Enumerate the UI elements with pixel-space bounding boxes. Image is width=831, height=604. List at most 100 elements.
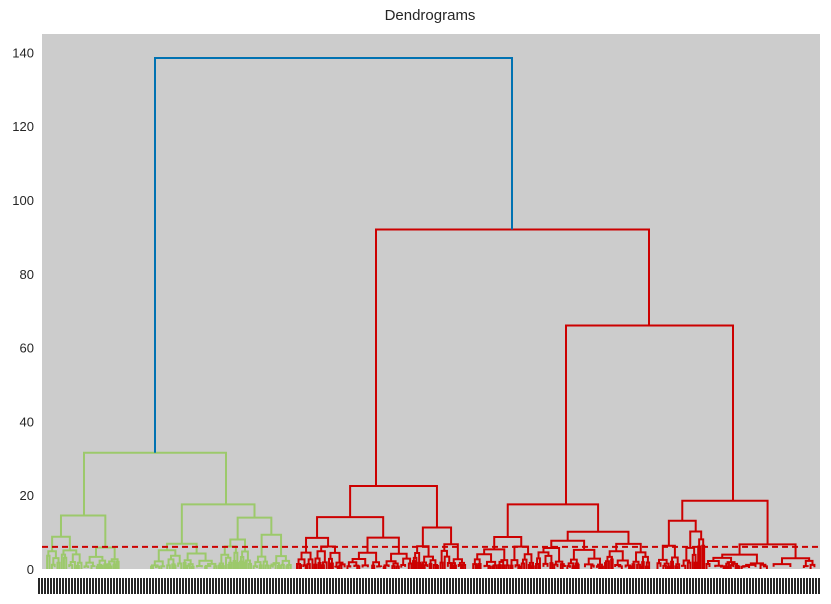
x-leaf-label <box>632 578 634 594</box>
x-leaf-label <box>545 578 547 594</box>
dendrogram-link <box>83 451 227 516</box>
x-leaf-label <box>272 578 274 594</box>
x-leaf-label <box>707 578 709 594</box>
dendrogram-link <box>742 565 751 568</box>
dendrogram-link <box>412 556 418 569</box>
dendrogram-link <box>357 551 378 563</box>
x-leaf-label <box>557 578 559 594</box>
dendrogram-link <box>177 562 183 569</box>
x-leaf-label <box>578 578 580 594</box>
dendrogram-link <box>439 561 444 569</box>
dendrogram-link <box>227 563 232 569</box>
x-leaf-label <box>284 578 286 594</box>
x-leaf-label <box>137 578 139 594</box>
y-tick-label: 80 <box>20 267 34 282</box>
dendrogram-link <box>183 559 192 565</box>
x-leaf-label <box>398 578 400 594</box>
x-leaf-label <box>722 578 724 594</box>
x-leaf-label <box>410 578 412 594</box>
x-leaf-label <box>554 578 556 594</box>
x-leaf-label <box>188 578 190 594</box>
x-leaf-label <box>161 578 163 594</box>
x-leaf-label <box>743 578 745 594</box>
x-leaf-label <box>209 578 211 594</box>
dendrogram-link <box>590 564 595 569</box>
dendrogram-link <box>772 563 792 567</box>
x-leaf-label <box>164 578 166 594</box>
dendrogram-link <box>106 563 112 569</box>
x-leaf-label <box>230 578 232 594</box>
x-leaf-label <box>185 578 187 594</box>
x-leaf-label <box>395 578 397 594</box>
dendrogram-link <box>204 565 208 569</box>
dendrogram-link <box>656 562 662 569</box>
dendrogram-link <box>213 565 218 569</box>
x-leaf-label <box>737 578 739 594</box>
x-leaf-label <box>635 578 637 594</box>
dendrogram-link <box>631 563 636 569</box>
x-leaf-label <box>296 578 298 594</box>
dendrogram-link <box>701 544 706 569</box>
x-leaf-label <box>431 578 433 594</box>
x-leaf-label <box>794 578 796 594</box>
x-leaf-label <box>143 578 145 594</box>
x-leaf-label <box>416 578 418 594</box>
x-leaf-label <box>716 578 718 594</box>
y-tick-label: 20 <box>20 488 34 503</box>
dendrogram-link <box>356 565 361 569</box>
dendrogram-link <box>169 554 181 564</box>
dendrogram-link <box>614 563 622 568</box>
dendrogram-link <box>103 563 108 569</box>
x-leaf-label <box>275 578 277 594</box>
dendrogram-link <box>417 561 422 569</box>
x-leaf-label <box>755 578 757 594</box>
x-leaf-label <box>470 578 472 594</box>
x-leaf-label <box>773 578 775 594</box>
x-leaf-label <box>551 578 553 594</box>
y-tick-label: 140 <box>12 45 34 60</box>
x-leaf-label <box>155 578 157 594</box>
x-leaf-label <box>677 578 679 594</box>
dendrogram-link <box>351 557 367 566</box>
x-leaf-label <box>425 578 427 594</box>
x-leaf-label <box>347 578 349 594</box>
x-leaf-label <box>419 578 421 594</box>
x-leaf-label <box>260 578 262 594</box>
x-leaf-label <box>50 578 52 594</box>
x-leaf-label <box>605 578 607 594</box>
x-leaf-label <box>182 578 184 594</box>
x-leaf-label <box>290 578 292 594</box>
x-leaf-label <box>542 578 544 594</box>
x-leaf-label <box>797 578 799 594</box>
dendrogram-link <box>440 549 448 563</box>
x-leaf-label <box>638 578 640 594</box>
x-leaf-label <box>119 578 121 594</box>
dendrogram-link <box>182 561 187 569</box>
dendrogram-link <box>500 559 509 566</box>
y-tick-label: 60 <box>20 341 34 356</box>
dendrogram-link <box>674 565 679 569</box>
dendrogram-link <box>638 565 642 569</box>
x-leaf-label <box>497 578 499 594</box>
x-leaf-label <box>233 578 235 594</box>
dendrogram-link <box>697 545 702 569</box>
x-leaf-label <box>383 578 385 594</box>
x-leaf-label <box>41 578 43 594</box>
dendrogram-link <box>734 564 740 569</box>
x-leaf-label <box>692 578 694 594</box>
x-leaf-label <box>305 578 307 594</box>
dendrogram-link <box>75 564 80 569</box>
x-leaf-label <box>359 578 361 594</box>
dendrogram-link <box>802 565 809 568</box>
x-leaf-label <box>467 578 469 594</box>
dendrogram-link <box>531 565 535 569</box>
dendrogram-link <box>366 536 400 554</box>
x-leaf-label <box>689 578 691 594</box>
x-leaf-label <box>443 578 445 594</box>
x-leaf-label <box>170 578 172 594</box>
x-leaf-label <box>218 578 220 594</box>
x-leaf-label <box>800 578 802 594</box>
dendrogram-link <box>641 561 645 569</box>
x-leaf-label <box>641 578 643 594</box>
